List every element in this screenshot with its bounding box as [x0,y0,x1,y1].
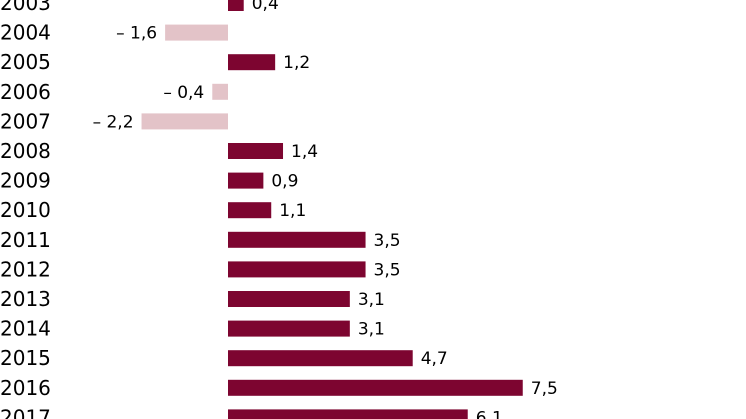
value-label-2009: 0,9 [271,172,298,192]
category-label-2004: 2004 [0,21,51,45]
value-label-2005: 1,2 [283,53,310,73]
category-label-2010: 2010 [0,198,51,222]
bar-2017 [228,409,468,419]
category-label-2016: 2016 [0,376,51,400]
value-label-2017: 6,1 [476,408,503,419]
value-label-2016: 7,5 [531,379,558,399]
category-label-2015: 2015 [0,346,51,370]
value-label-2006: – 0,4 [163,83,204,103]
category-label-2009: 2009 [0,169,51,193]
bar-2012 [228,261,366,278]
category-label-2007: 2007 [0,109,51,133]
category-label-2017: 2017 [0,405,51,419]
year-labels-group: 2003 2004 2005 2006 2007 2008 2009 2010 2011 2012… [0,0,51,419]
category-label-2006: 2006 [0,80,51,104]
value-label-2013: 3,1 [358,290,385,310]
bar-2003 [228,0,244,11]
bar-2006 [212,83,228,100]
value-label-2004: – 1,6 [116,24,157,44]
value-label-2003: 0,4 [252,0,279,14]
value-label-2007: – 2,2 [93,112,134,132]
value-labels-group: 0,4 – 1,6 1,2 – 0,4 – 2,2 1,4 0,9 1,1 3,5 3,5 3,1 3… [93,0,558,419]
category-label-2013: 2013 [0,287,51,311]
category-label-2008: 2008 [0,139,51,163]
bar-2015 [228,350,413,367]
bar-2016 [228,379,523,396]
value-label-2008: 1,4 [291,142,318,162]
bar-2011 [228,231,366,248]
bar-2009 [228,172,264,189]
category-label-2011: 2011 [0,228,51,252]
value-label-2015: 4,7 [421,349,448,369]
value-label-2011: 3,5 [374,231,401,251]
bar-2005 [228,54,276,71]
category-label-2014: 2014 [0,317,51,341]
value-label-2014: 3,1 [358,320,385,340]
category-label-2005: 2005 [0,50,51,74]
bar-2010 [228,202,272,219]
bar-2004 [165,24,228,41]
bar-2008 [228,143,284,159]
value-label-2012: 3,5 [374,260,401,280]
category-label-2003: 2003 [0,0,51,15]
bar-2007 [141,113,228,130]
value-label-2010: 1,1 [279,201,306,221]
bar-2014 [228,320,350,337]
category-label-2012: 2012 [0,257,51,281]
bar-2013 [228,291,350,307]
bars-group [141,0,523,419]
